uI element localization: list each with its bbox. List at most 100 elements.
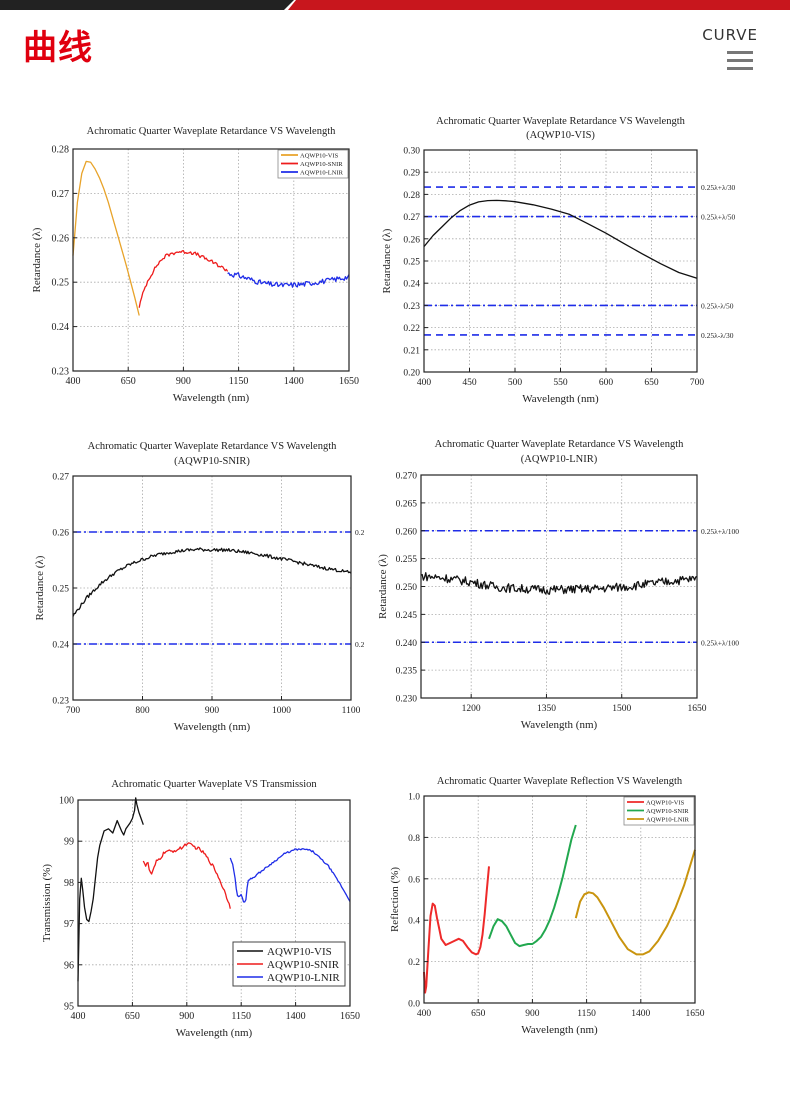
- y-tick-label: 0.2: [408, 958, 420, 968]
- y-tick-label: 0.245: [396, 611, 418, 621]
- chart-title: Achromatic Quarter Waveplate Retardance …: [88, 441, 338, 452]
- y-tick-label: 100: [59, 796, 74, 807]
- y-tick-label: 0.25: [52, 585, 69, 595]
- y-tick-label: 0.29: [403, 169, 420, 179]
- reference-line-label: 0.25λ-λ/30: [701, 331, 734, 340]
- x-tick-label: 550: [553, 378, 568, 388]
- x-tick-label: 1650: [340, 1011, 360, 1022]
- y-axis-label: Retardance (λ): [31, 227, 43, 292]
- x-tick-label: 1500: [612, 704, 631, 714]
- x-tick-label: 900: [525, 1009, 540, 1019]
- reference-line-label: 0.2: [355, 528, 365, 537]
- y-tick-label: 0.250: [396, 583, 418, 593]
- x-tick-label: 400: [417, 1009, 432, 1019]
- y-tick-label: 0.235: [396, 667, 418, 677]
- y-tick-label: 0.27: [52, 473, 69, 483]
- legend-label: AQWP10-LNIR: [646, 817, 690, 824]
- top-banner: [0, 0, 790, 10]
- x-tick-label: 700: [66, 706, 81, 716]
- y-tick-label: 0.24: [403, 280, 420, 290]
- y-tick-label: 0.0: [408, 1000, 420, 1010]
- x-tick-label: 800: [135, 706, 150, 716]
- y-tick-label: 0.8: [408, 834, 420, 844]
- x-axis-label: Wavelength (nm): [522, 393, 599, 405]
- x-tick-label: 1650: [339, 376, 359, 387]
- y-tick-label: 0.23: [52, 367, 70, 378]
- legend-label: AQWP10-LNIR: [267, 972, 340, 984]
- y-tick-label: 0.260: [396, 527, 418, 537]
- y-tick-label: 0.24: [52, 641, 69, 651]
- grid: [421, 475, 697, 698]
- y-tick-label: 0.26: [403, 235, 420, 245]
- y-tick-label: 0.22: [403, 324, 420, 334]
- x-tick-label: 650: [471, 1009, 486, 1019]
- x-axis-label: Wavelength (nm): [174, 721, 251, 733]
- y-tick-label: 0.265: [396, 499, 418, 509]
- banner-dark-segment: [0, 0, 294, 10]
- plot-frame: [72, 148, 350, 372]
- menu-bar: [727, 51, 753, 54]
- x-tick-label: 650: [644, 378, 659, 388]
- chart-title: Achromatic Quarter Waveplate Retardance …: [435, 439, 685, 450]
- x-tick-label: 900: [205, 706, 220, 716]
- y-tick-label: 97: [64, 919, 74, 930]
- x-tick-label: 400: [66, 376, 81, 387]
- y-tick-label: 0.27: [403, 213, 420, 223]
- reference-line-label: 0.25λ+λ/50: [701, 213, 735, 222]
- hamburger-menu-icon[interactable]: [727, 51, 753, 73]
- y-tick-label: 0.6: [408, 875, 420, 885]
- chart-subtitle: (AQWP10-LNIR): [521, 454, 598, 465]
- x-tick-label: 1650: [688, 704, 707, 714]
- y-tick-label: 0.255: [396, 555, 418, 565]
- reference-line-label: 0.25λ+λ/100: [701, 638, 739, 647]
- x-tick-label: 1400: [286, 1011, 306, 1022]
- y-tick-label: 98: [64, 878, 74, 889]
- y-tick-label: 0.25: [403, 258, 420, 268]
- x-tick-label: 1150: [231, 1011, 251, 1022]
- series-line-aqwp10-vis: [423, 199, 698, 279]
- series-line-aqwp10-lnir: [574, 849, 696, 956]
- y-tick-label: 0.240: [396, 639, 418, 649]
- series-line-aqwp10-lnir: [420, 572, 698, 595]
- menu-bar: [727, 67, 753, 70]
- y-axis-label: Retardance (λ): [381, 228, 393, 293]
- x-axis-label: Wavelength (nm): [173, 392, 250, 404]
- y-axis-label: Transmission (%): [41, 864, 53, 942]
- section-label: CURVE: [702, 26, 758, 44]
- y-tick-label: 0.28: [52, 145, 70, 156]
- x-axis-label: Wavelength (nm): [521, 1024, 598, 1036]
- x-tick-label: 1150: [577, 1009, 596, 1019]
- legend-label: AQWP10-LNIR: [300, 170, 344, 177]
- y-tick-label: 0.25: [52, 278, 70, 289]
- x-tick-label: 1100: [342, 706, 361, 716]
- plot-frame: [77, 799, 351, 1007]
- y-tick-label: 96: [64, 960, 74, 971]
- y-tick-label: 0.26: [52, 233, 70, 244]
- series-line-aqwp10-vis: [423, 866, 490, 994]
- menu-bar: [727, 59, 753, 62]
- x-tick-label: 1400: [284, 376, 304, 387]
- series-line-aqwp10-vis: [72, 160, 140, 316]
- reference-line-label: 0.25λ+λ/100: [701, 527, 739, 536]
- reference-line-label: 0.25λ+λ/30: [701, 183, 735, 192]
- series-line-aqwp10-lnir: [229, 848, 351, 903]
- y-axis-label: Retardance (λ): [377, 554, 389, 619]
- y-tick-label: 0.270: [396, 472, 418, 482]
- plot-frame: [423, 795, 696, 1004]
- page-title: 曲线: [23, 28, 93, 68]
- reference-line-label: 0.25λ-λ/50: [701, 301, 734, 310]
- series-line-aqwp10-snir: [142, 842, 231, 909]
- y-tick-label: 0.24: [52, 322, 70, 333]
- x-tick-label: 1650: [686, 1009, 705, 1019]
- y-axis-label: Reflection (%): [389, 867, 401, 932]
- x-tick-label: 900: [176, 376, 191, 387]
- y-tick-label: 0.21: [403, 346, 420, 356]
- banner-red-segment: [288, 0, 790, 10]
- chart-subtitle: (AQWP10-SNIR): [174, 456, 250, 467]
- x-tick-label: 650: [121, 376, 136, 387]
